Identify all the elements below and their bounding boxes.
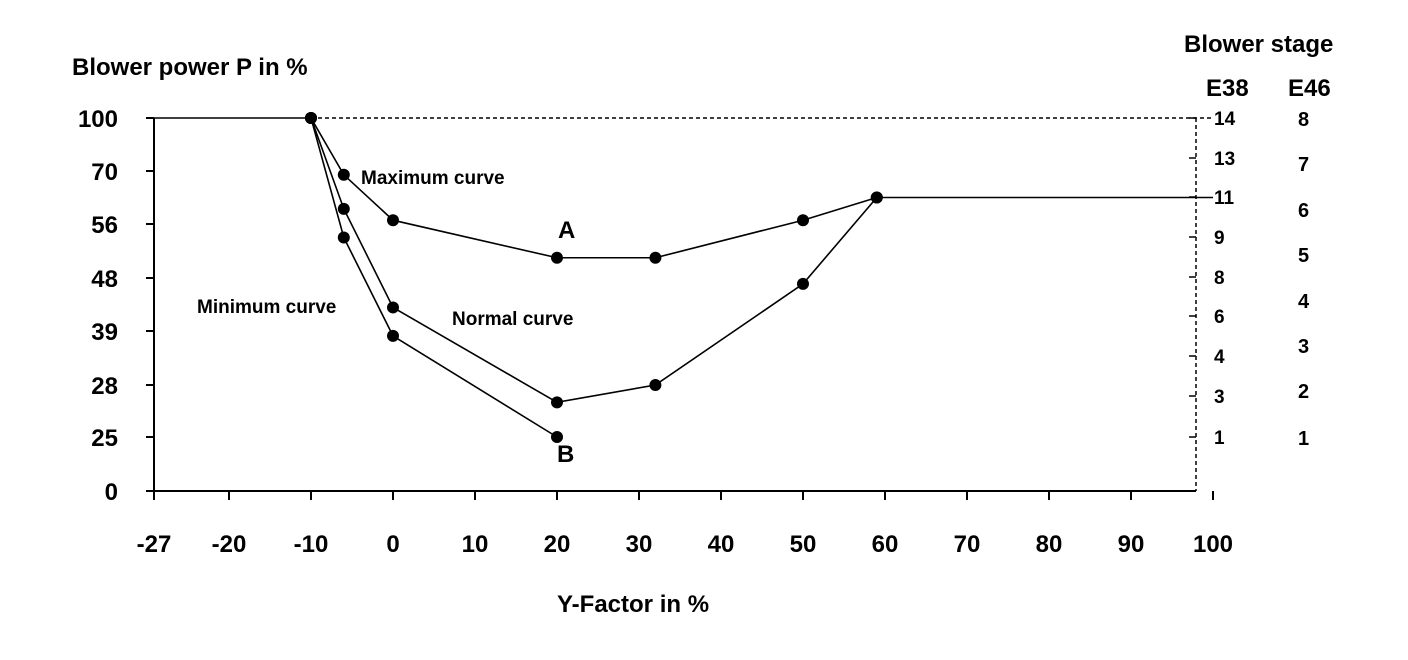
e38-tick-label: 9	[1214, 228, 1225, 249]
x-tick-label: 70	[954, 531, 981, 558]
x-tick-label: 30	[626, 531, 653, 558]
e38-tick-label: 8	[1214, 268, 1225, 289]
normal-curve-point	[649, 379, 662, 391]
y-axis-title: Blower power P in %	[72, 54, 308, 81]
minimum-curve-line	[310, 117, 558, 438]
x-tick-label: 100	[1193, 531, 1233, 558]
normal-curve-point	[387, 301, 399, 314]
e38-tick-label: 3	[1214, 387, 1225, 408]
minimum-curve-point	[551, 431, 563, 443]
e38-tick-label: 6	[1214, 307, 1225, 328]
maximum-curve-point	[649, 251, 662, 264]
x-tick-label: 10	[462, 531, 489, 558]
x-tick-label: -27	[137, 531, 172, 558]
x-tick-label: 0	[386, 531, 399, 558]
e46-tick-label: 8	[1298, 109, 1309, 131]
e46-tick-label: 6	[1298, 200, 1309, 222]
e46-tick-label: 3	[1298, 336, 1309, 358]
normal-curve-point	[870, 191, 883, 204]
x-tick-label: 20	[544, 531, 571, 558]
maximum-curve-point	[387, 214, 399, 227]
x-tick-label: 50	[790, 531, 817, 558]
right-axis-e38-label: E38	[1206, 75, 1249, 102]
normal-curve-label: Normal curve	[452, 309, 573, 330]
e38-tick-label: 13	[1214, 149, 1235, 170]
e46-tick-label: 5	[1298, 245, 1309, 267]
y-tick-label: 100	[78, 106, 118, 133]
normal-curve-point	[551, 396, 563, 409]
annotation-a: A	[558, 217, 575, 244]
minimum-curve-point	[387, 329, 399, 342]
minimum-curve-label: Minimum curve	[197, 297, 336, 318]
e38-tick-label: 4	[1214, 347, 1225, 368]
x-axis-title: Y-Factor in %	[557, 591, 709, 618]
right-axis-e46-label: E46	[1288, 75, 1331, 102]
y-tick-label: 0	[105, 479, 118, 506]
minimum-curve-point	[337, 231, 350, 244]
normal-curve-point	[337, 202, 350, 215]
x-tick-label: 90	[1118, 531, 1145, 558]
x-tick-label: -20	[212, 531, 247, 558]
e38-tick-label: 11	[1214, 188, 1235, 209]
y-tick-label: 25	[91, 425, 118, 452]
right-axis-title: Blower stage	[1184, 31, 1333, 58]
maximum-curve-label: Maximum curve	[361, 168, 505, 189]
y-tick-label: 28	[91, 373, 118, 400]
e46-tick-label: 1	[1298, 428, 1309, 450]
y-tick-label: 56	[91, 212, 118, 239]
x-tick-label: 80	[1036, 531, 1063, 558]
x-tick-label: -10	[294, 531, 329, 558]
e46-tick-label: 2	[1298, 381, 1309, 403]
e38-tick-label: 1	[1214, 428, 1225, 449]
y-tick-label: 70	[91, 159, 118, 186]
y-tick-label: 39	[91, 319, 118, 346]
normal-curve-point	[797, 277, 809, 290]
annotation-b: B	[557, 441, 574, 468]
minimum-curve-point	[305, 112, 317, 124]
e38-tick-label: 14	[1214, 109, 1236, 130]
normal-curve-line	[310, 117, 878, 404]
x-tick-label: 60	[872, 531, 899, 558]
maximum-curve-point	[797, 214, 809, 227]
y-tick-label: 48	[91, 266, 118, 293]
e46-tick-label: 4	[1298, 291, 1310, 313]
maximum-curve-point	[551, 251, 563, 264]
maximum-curve-point	[337, 168, 350, 181]
x-tick-label: 40	[708, 531, 735, 558]
e46-tick-label: 7	[1298, 154, 1309, 176]
